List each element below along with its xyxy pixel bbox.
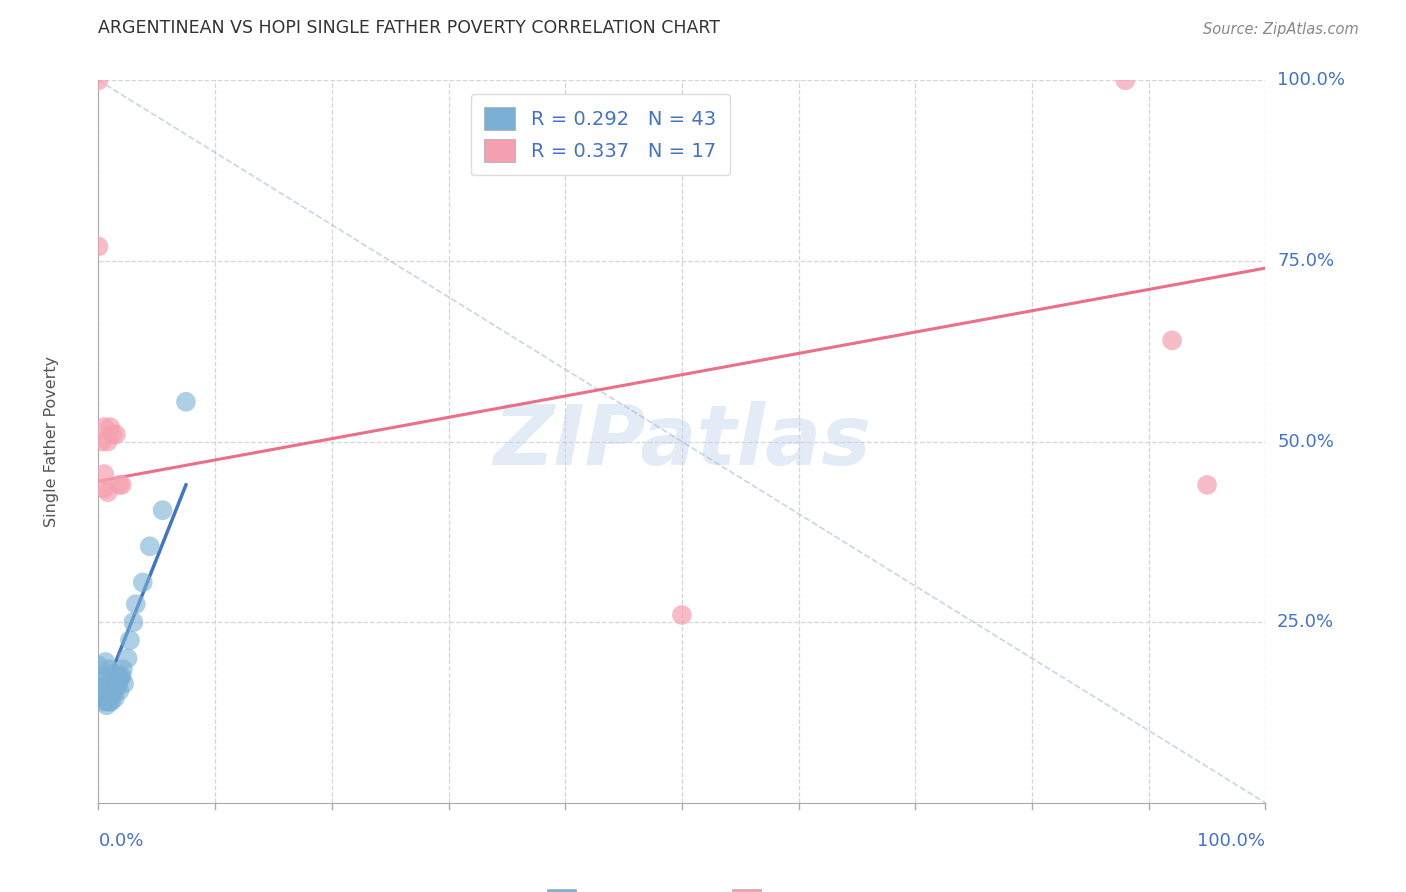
Point — [118, 633, 141, 648]
Point — [93, 669, 115, 683]
Point — [97, 695, 120, 709]
Point — [122, 615, 145, 630]
Point — [93, 683, 115, 698]
Point — [96, 683, 118, 698]
Point — [110, 669, 132, 683]
Point — [87, 73, 110, 87]
Point — [101, 687, 124, 701]
Point — [108, 478, 131, 492]
Point — [104, 676, 127, 690]
Point — [87, 658, 110, 673]
Point — [97, 662, 120, 676]
Point — [117, 651, 139, 665]
Point — [671, 607, 693, 622]
Point — [104, 427, 127, 442]
Point — [87, 680, 110, 694]
Text: 50.0%: 50.0% — [1277, 433, 1334, 450]
Point — [108, 673, 131, 687]
Text: Source: ZipAtlas.com: Source: ZipAtlas.com — [1204, 22, 1358, 37]
Point — [97, 434, 120, 449]
Point — [97, 683, 120, 698]
Point — [104, 680, 127, 694]
Point — [125, 597, 148, 611]
Point — [91, 680, 114, 694]
Point — [104, 691, 127, 706]
Point — [105, 680, 128, 694]
Point — [101, 673, 124, 687]
Text: Single Father Poverty: Single Father Poverty — [44, 356, 59, 527]
Point — [107, 669, 129, 683]
Text: 75.0%: 75.0% — [1277, 252, 1334, 270]
Text: 100.0%: 100.0% — [1277, 71, 1346, 89]
Point — [1161, 334, 1184, 348]
Point — [111, 478, 134, 492]
Point — [139, 539, 162, 553]
Point — [94, 655, 117, 669]
Point — [100, 680, 122, 694]
Point — [98, 691, 121, 706]
Point — [1195, 478, 1218, 492]
Point — [152, 503, 174, 517]
Point — [93, 467, 115, 481]
Text: ARGENTINEAN VS HOPI SINGLE FATHER POVERTY CORRELATION CHART: ARGENTINEAN VS HOPI SINGLE FATHER POVERT… — [98, 19, 720, 37]
Text: 100.0%: 100.0% — [1198, 831, 1265, 850]
Point — [90, 434, 112, 449]
Point — [87, 239, 110, 253]
Point — [104, 665, 127, 680]
Point — [132, 575, 155, 590]
Point — [103, 669, 125, 683]
Point — [1114, 73, 1136, 87]
Text: ZIPatlas: ZIPatlas — [494, 401, 870, 482]
Point — [112, 676, 135, 690]
Text: 25.0%: 25.0% — [1277, 613, 1334, 632]
Point — [96, 669, 118, 683]
Point — [98, 420, 121, 434]
Legend: Argentineans, Hopi: Argentineans, Hopi — [534, 877, 830, 892]
Point — [111, 669, 134, 683]
Point — [96, 698, 118, 713]
Point — [97, 676, 120, 690]
Point — [100, 695, 122, 709]
Point — [101, 427, 124, 442]
Point — [93, 420, 115, 434]
Point — [107, 676, 129, 690]
Point — [174, 394, 197, 409]
Point — [97, 485, 120, 500]
Point — [93, 482, 115, 496]
Point — [103, 683, 125, 698]
Point — [111, 662, 134, 676]
Text: 0.0%: 0.0% — [98, 831, 143, 850]
Point — [108, 683, 131, 698]
Point — [97, 695, 120, 709]
Point — [91, 695, 114, 709]
